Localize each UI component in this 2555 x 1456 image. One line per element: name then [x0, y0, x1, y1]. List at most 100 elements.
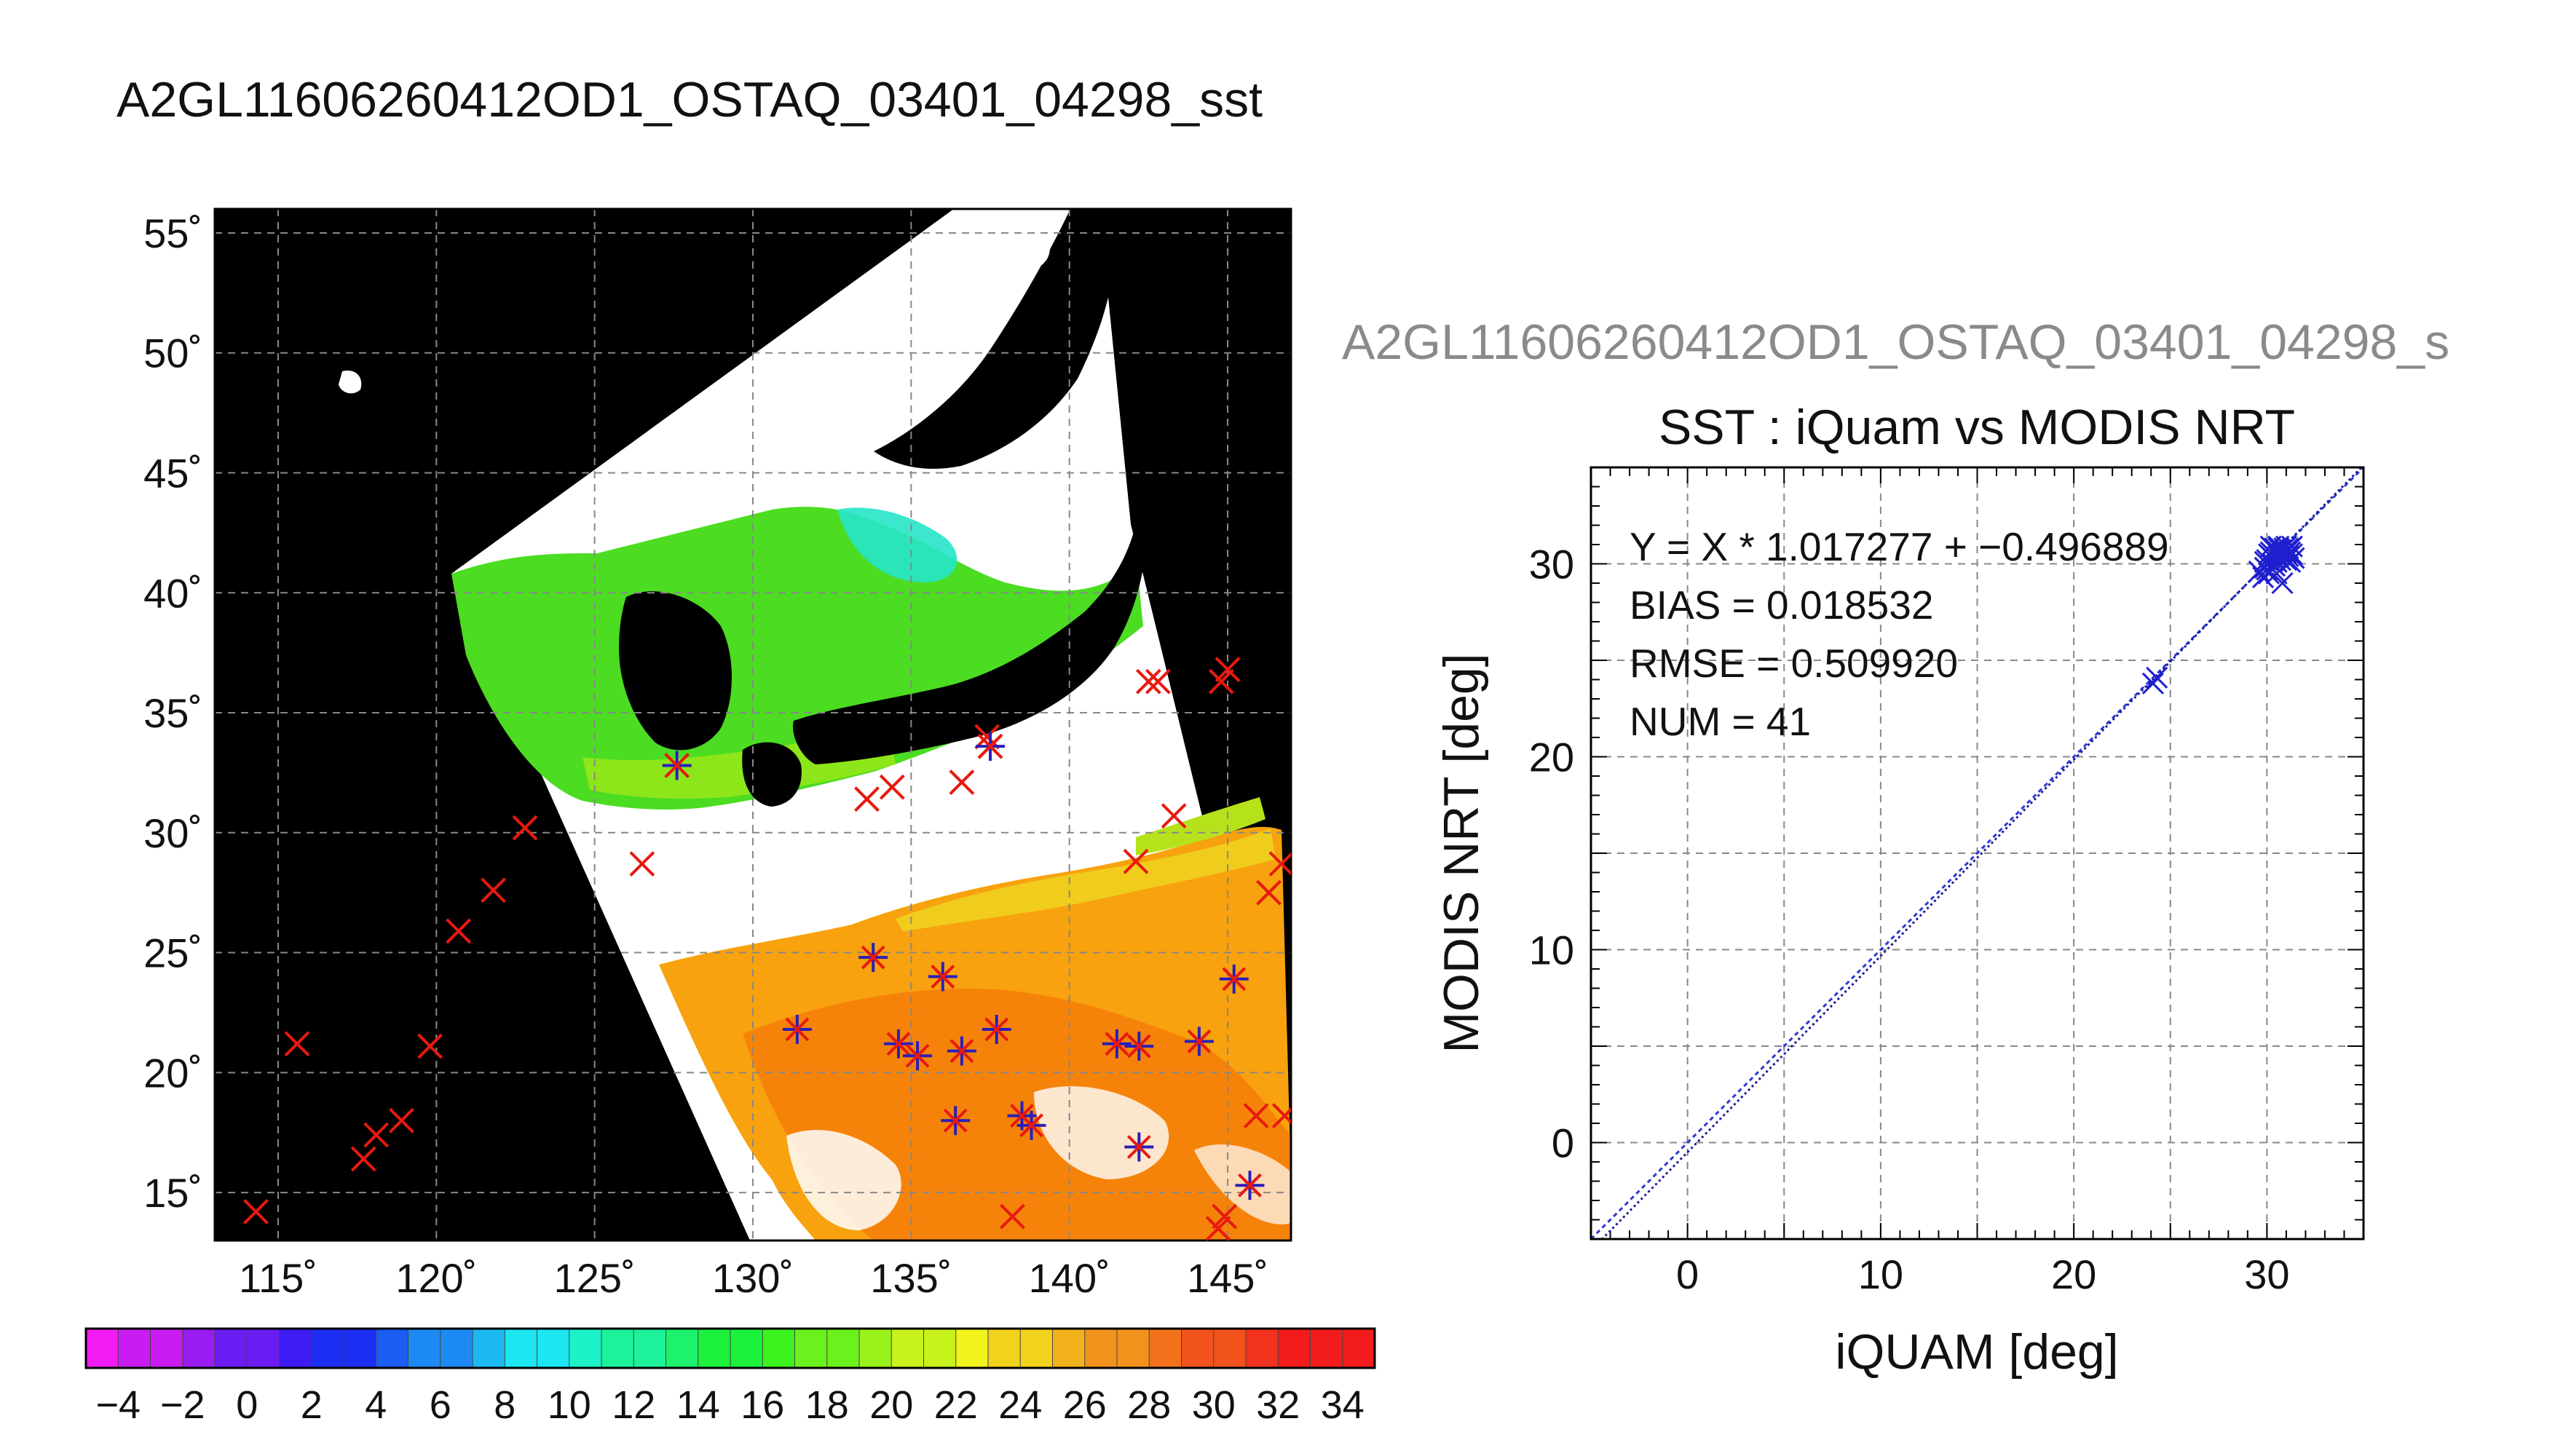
colorbar-label: 8: [494, 1383, 516, 1427]
latitude-tick-label: 35˚: [143, 690, 202, 736]
colorbar-cell: [472, 1328, 506, 1369]
colorbar-cell: [375, 1328, 409, 1369]
colorbar: −4 −2 0 2 4 6 8 10 12 14 16 18 20 22 24 26 28 30 32 34: [84, 1327, 1376, 1427]
colorbar-label: 20: [869, 1383, 913, 1427]
colorbar-cell: [150, 1328, 183, 1369]
sst-map: 15˚ 20˚ 25˚ 30˚ 35˚ 40˚ 45˚ 50˚ 55˚ 115˚ 120˚ 125˚…: [143, 207, 1292, 1301]
matchup-star-marker: [1184, 1026, 1214, 1056]
colorbar-cell: [1310, 1328, 1343, 1369]
colorbar-label: 28: [1127, 1383, 1171, 1427]
matchup-star-marker: [982, 1015, 1011, 1045]
map-frame: [213, 207, 1292, 1242]
insitu-x-marker: [1215, 657, 1241, 683]
insitu-x-marker: [481, 877, 506, 903]
insitu-x-marker: [284, 1031, 310, 1057]
colorbar-cell: [1213, 1328, 1247, 1369]
korea-peninsula: [619, 591, 732, 751]
colorbar-label: 26: [1063, 1383, 1107, 1427]
x-tick-label: 0: [1676, 1251, 1699, 1297]
insitu-x-marker: [363, 1122, 390, 1148]
scatter-point: [2141, 672, 2164, 695]
colorbar-cell: [408, 1328, 441, 1369]
colorbar-cell: [1052, 1328, 1086, 1369]
matchup-star-marker: [883, 1029, 913, 1059]
latitude-tick-label: 50˚: [143, 331, 202, 376]
insitu-x-marker: [1123, 848, 1149, 874]
colorbar-cell: [246, 1328, 280, 1369]
cloud-over-land-1: [954, 215, 1050, 274]
scatter-point: [2283, 547, 2305, 569]
colorbar-label: −2: [160, 1383, 205, 1427]
matchup-star-marker: [903, 1041, 933, 1071]
colorbar-cell: [987, 1328, 1022, 1369]
matchup-star-marker: [1124, 1132, 1154, 1162]
plot-points: [2141, 535, 2305, 695]
insitu-x-marker: [1212, 1203, 1238, 1230]
scatter-point: [2146, 666, 2168, 689]
colorbar-cell: [858, 1328, 893, 1369]
matchup-star-marker: [782, 1015, 812, 1045]
colorbar-cell: [633, 1328, 667, 1369]
insitu-x-marker: [1243, 1103, 1269, 1129]
scatter-header-text: A2GL11606260412OD1_OSTAQ_03401_04298_s: [1342, 314, 2449, 370]
colorbar-label: 24: [998, 1383, 1042, 1427]
sst-yellow-green-band: [1136, 797, 1265, 855]
sst-yellow-band: [896, 828, 1276, 932]
scatter-title: SST : iQuam vs MODIS NRT: [1659, 400, 2295, 455]
x-axis-label: iQUAM [deg]: [1835, 1324, 2118, 1380]
stats-bias: BIAS = 0.018532: [1630, 582, 1933, 628]
cloud-streak-1: [786, 1130, 901, 1230]
colorbar-label: 34: [1321, 1383, 1365, 1427]
latitude-tick-labels: 15˚ 20˚ 25˚ 30˚ 35˚ 40˚ 45˚ 50˚ 55˚: [143, 210, 202, 1216]
kyushu-island: [742, 742, 802, 807]
colorbar-label: 16: [741, 1383, 784, 1427]
longitude-tick-labels: 115˚ 120˚ 125˚ 130˚ 135˚ 140˚ 145˚: [239, 1255, 1268, 1301]
x-tick-label: 20: [2051, 1251, 2096, 1297]
colorbar-label: 30: [1192, 1383, 1236, 1427]
latitude-tick-label: 45˚: [143, 450, 202, 496]
stats-num: NUM = 41: [1630, 699, 1811, 744]
insitu-x-marker: [1145, 668, 1171, 695]
x-tick-label: 10: [1858, 1251, 1903, 1297]
colorbar-label: 0: [236, 1383, 258, 1427]
cloud-streak-2: [1034, 1086, 1169, 1179]
longitude-tick-label: 140˚: [1029, 1255, 1110, 1301]
sst-cyan-patch: [837, 507, 957, 582]
colorbar-cell: [666, 1328, 699, 1369]
longitude-tick-label: 115˚: [239, 1255, 317, 1301]
insitu-x-marker: [417, 1033, 443, 1059]
regression-line: [1600, 467, 2364, 1239]
colorbar-label: 14: [676, 1383, 720, 1427]
colorbar-cell: [343, 1328, 377, 1369]
scatter-point: [2275, 549, 2297, 571]
stats-box: Y = X * 1.017277 + −0.496889 BIAS = 0.01…: [1630, 524, 2169, 744]
colorbar-label: 10: [548, 1383, 591, 1427]
colorbar-cell: [955, 1328, 989, 1369]
colorbar-label: −4: [95, 1383, 141, 1427]
y-tick-label: 20: [1529, 735, 1574, 780]
colorbar-label: 12: [612, 1383, 655, 1427]
colorbar-cell: [182, 1328, 216, 1369]
insitu-x-marker: [1256, 879, 1282, 906]
colorbar-cell: [440, 1328, 473, 1369]
colorbar-cell: [1148, 1328, 1182, 1369]
colorbar-cell: [311, 1328, 344, 1369]
colorbar-cell: [794, 1328, 828, 1369]
y-tick-label: 0: [1552, 1120, 1574, 1166]
colorbar-cell: [698, 1328, 731, 1369]
colorbar-cell: [1342, 1328, 1375, 1369]
colorbar-label: 2: [301, 1383, 323, 1427]
longitude-tick-label: 130˚: [712, 1255, 794, 1301]
latitude-tick-label: 15˚: [143, 1170, 202, 1216]
colorbar-cells: [85, 1328, 1375, 1369]
colorbar-label: 4: [365, 1383, 387, 1427]
colorbar-cell: [504, 1328, 538, 1369]
colorbar-cell: [1277, 1328, 1311, 1369]
colorbar-cell: [214, 1328, 248, 1369]
insitu-x-marker: [1161, 803, 1187, 829]
cloud-over-land-2: [931, 296, 998, 338]
insitu-x-marker: [1205, 1216, 1231, 1241]
x-tick-label: 30: [2244, 1251, 2289, 1297]
plot-reference-lines: [1591, 467, 2364, 1239]
